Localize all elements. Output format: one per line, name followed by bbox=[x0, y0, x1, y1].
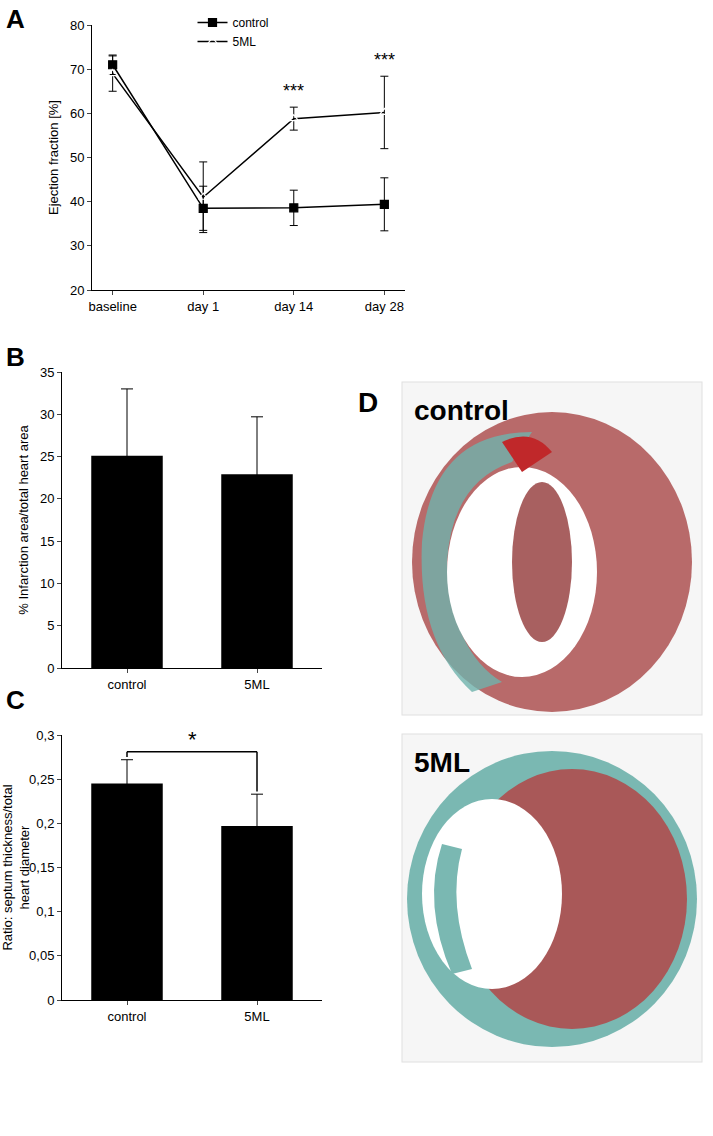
svg-text:80: 80 bbox=[70, 18, 84, 33]
svg-text:50: 50 bbox=[70, 150, 84, 165]
svg-text:control: control bbox=[107, 677, 146, 692]
svg-text:day 1: day 1 bbox=[187, 299, 219, 314]
svg-text:0,1: 0,1 bbox=[36, 904, 54, 919]
svg-text:control: control bbox=[414, 395, 509, 426]
svg-text:D: D bbox=[358, 387, 378, 418]
svg-text:25: 25 bbox=[40, 449, 54, 464]
svg-text:baseline: baseline bbox=[88, 299, 136, 314]
svg-text:5ML: 5ML bbox=[233, 35, 257, 49]
svg-text:20: 20 bbox=[70, 283, 84, 298]
svg-text:15: 15 bbox=[40, 534, 54, 549]
svg-text:***: *** bbox=[283, 81, 304, 101]
svg-text:***: *** bbox=[374, 50, 395, 70]
svg-text:% Infarction area/total heart: % Infarction area/total heart area bbox=[16, 425, 31, 615]
svg-text:5: 5 bbox=[47, 618, 54, 633]
svg-text:day 14: day 14 bbox=[274, 299, 313, 314]
svg-text:0: 0 bbox=[47, 661, 54, 676]
svg-text:B: B bbox=[6, 342, 25, 372]
svg-text:day 28: day 28 bbox=[365, 299, 404, 314]
svg-text:control: control bbox=[233, 16, 269, 30]
svg-text:0,15: 0,15 bbox=[29, 860, 54, 875]
svg-text:20: 20 bbox=[40, 491, 54, 506]
svg-text:5ML: 5ML bbox=[244, 677, 269, 692]
svg-text:0: 0 bbox=[47, 993, 54, 1008]
svg-text:60: 60 bbox=[70, 106, 84, 121]
svg-text:Ratio: septum thickness/totalh: Ratio: septum thickness/totalheart diame… bbox=[0, 784, 32, 950]
svg-text:0,05: 0,05 bbox=[29, 948, 54, 963]
svg-text:70: 70 bbox=[70, 62, 84, 77]
svg-text:0,2: 0,2 bbox=[36, 816, 54, 831]
svg-text:5ML: 5ML bbox=[414, 747, 470, 778]
svg-text:5ML: 5ML bbox=[244, 1009, 269, 1024]
svg-text:30: 30 bbox=[40, 407, 54, 422]
svg-text:10: 10 bbox=[40, 576, 54, 591]
svg-text:35: 35 bbox=[40, 365, 54, 380]
svg-text:C: C bbox=[6, 685, 25, 715]
svg-text:0,3: 0,3 bbox=[36, 728, 54, 743]
svg-text:0,25: 0,25 bbox=[29, 772, 54, 787]
svg-text:40: 40 bbox=[70, 194, 84, 209]
svg-text:*: * bbox=[188, 727, 197, 752]
svg-text:control: control bbox=[107, 1009, 146, 1024]
svg-text:A: A bbox=[6, 4, 25, 34]
svg-text:30: 30 bbox=[70, 238, 84, 253]
svg-text:Ejection fraction [%]: Ejection fraction [%] bbox=[46, 100, 61, 215]
